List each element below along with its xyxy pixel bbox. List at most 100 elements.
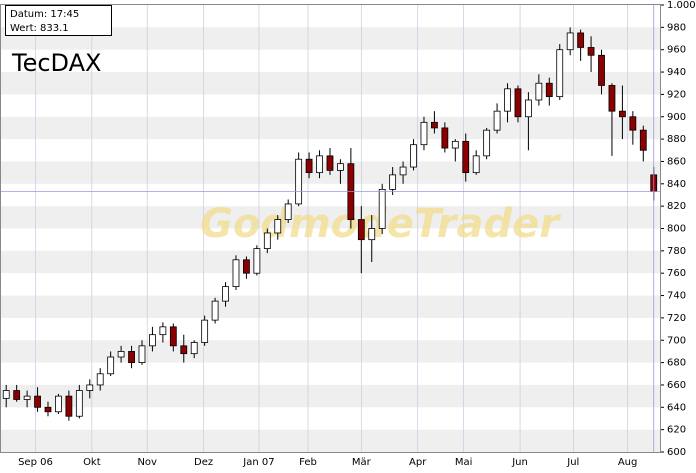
info-wert: Wert: 833.1 bbox=[10, 23, 69, 34]
x-tick-label: Feb bbox=[299, 457, 317, 468]
plot-frame bbox=[0, 4, 661, 453]
candle-body bbox=[55, 395, 62, 413]
y-tick-label: 880 bbox=[667, 134, 686, 145]
candle-body bbox=[211, 300, 219, 321]
candle-body bbox=[483, 129, 491, 157]
candle-body bbox=[525, 99, 532, 118]
y-tick-label: 900 bbox=[667, 112, 686, 123]
candle-body bbox=[472, 155, 480, 174]
y-tick-label: 1.000 bbox=[667, 0, 696, 11]
grid-band bbox=[1, 116, 660, 140]
y-tick-label: 740 bbox=[667, 291, 686, 302]
y-tick-label: 980 bbox=[667, 22, 686, 33]
candle-body bbox=[493, 110, 501, 131]
y-tick-label: 700 bbox=[667, 335, 686, 346]
y-tick-label: 640 bbox=[667, 402, 686, 413]
candle-body bbox=[138, 345, 146, 363]
candle-body bbox=[263, 232, 271, 250]
candle-body bbox=[326, 155, 334, 171]
y-tick-label: 780 bbox=[667, 246, 686, 257]
candle-body bbox=[169, 326, 177, 347]
x-tick-label: Jun bbox=[511, 457, 528, 468]
candle-body bbox=[462, 140, 470, 174]
info-datum: Datum: 17:45 bbox=[10, 9, 79, 20]
y-tick-label: 940 bbox=[667, 67, 686, 78]
x-tick-label: Jul bbox=[566, 457, 579, 468]
candle-body bbox=[159, 326, 167, 336]
grid-band bbox=[1, 161, 660, 184]
grid-band bbox=[1, 384, 660, 408]
candle-body bbox=[316, 155, 323, 174]
chart-title: TecDAX bbox=[11, 49, 101, 77]
candle-body bbox=[149, 334, 156, 347]
x-tick-label: Mär bbox=[352, 457, 372, 468]
candle-body bbox=[431, 121, 438, 129]
candle-body bbox=[232, 259, 240, 288]
candle-body bbox=[504, 88, 511, 112]
grid-band bbox=[1, 72, 660, 95]
candle-body bbox=[128, 351, 135, 363]
candle-body bbox=[180, 345, 188, 355]
x-tick-label: Dez bbox=[194, 457, 213, 468]
candle-body bbox=[65, 395, 73, 417]
y-tick-label: 760 bbox=[667, 268, 686, 279]
candle-body bbox=[420, 121, 428, 146]
x-tick-label: Mai bbox=[455, 457, 473, 468]
candle-body bbox=[608, 85, 616, 112]
candle-body bbox=[44, 406, 52, 413]
y-tick-label: 660 bbox=[667, 380, 686, 391]
candle-body bbox=[34, 395, 41, 408]
candle-body bbox=[96, 373, 104, 386]
y-tick-label: 820 bbox=[667, 201, 686, 212]
y-tick-label: 840 bbox=[667, 179, 686, 190]
grid-band bbox=[1, 250, 660, 274]
candle-body bbox=[23, 395, 31, 400]
y-tick-label: 620 bbox=[667, 425, 686, 436]
candle-body bbox=[619, 110, 626, 118]
y-tick-label: 680 bbox=[667, 358, 686, 369]
x-tick-label: Aug bbox=[618, 457, 638, 468]
candle-body bbox=[86, 384, 94, 391]
candle-body bbox=[305, 158, 313, 174]
candle-body bbox=[629, 116, 637, 131]
candle-body bbox=[410, 144, 417, 168]
grid-band bbox=[1, 429, 660, 452]
grid-band bbox=[1, 206, 660, 229]
candle-body bbox=[545, 82, 553, 98]
candle-body bbox=[253, 248, 261, 274]
candle-body bbox=[451, 140, 459, 149]
candle-body bbox=[117, 351, 125, 358]
candle-body bbox=[598, 54, 605, 86]
candle-body bbox=[587, 47, 595, 56]
candle-body bbox=[577, 32, 585, 48]
x-tick-label: Sep 06 bbox=[18, 457, 53, 468]
candle-body bbox=[222, 286, 229, 302]
candle-body bbox=[284, 203, 292, 220]
candle-body bbox=[190, 342, 198, 355]
grid-band bbox=[1, 340, 660, 363]
candle-body bbox=[274, 219, 282, 234]
candle-body bbox=[535, 82, 543, 101]
candle-body bbox=[295, 158, 303, 205]
y-tick-label: 720 bbox=[667, 313, 686, 324]
y-tick-label: 960 bbox=[667, 45, 686, 56]
x-tick-label: Okt bbox=[83, 457, 101, 468]
info-box bbox=[5, 5, 112, 36]
candle-body bbox=[201, 319, 209, 343]
candle-body bbox=[75, 390, 83, 417]
x-tick-label: Jan 07 bbox=[242, 457, 274, 468]
candle-body bbox=[368, 228, 376, 241]
candle-body bbox=[389, 174, 397, 190]
candle-body bbox=[2, 390, 10, 399]
candle-body bbox=[556, 49, 564, 98]
candle-body bbox=[337, 163, 344, 171]
y-tick-label: 860 bbox=[667, 156, 686, 167]
grid-band bbox=[1, 295, 660, 318]
y-tick-label: 800 bbox=[667, 224, 686, 235]
candle-body bbox=[378, 188, 386, 229]
x-tick-label: Apr bbox=[409, 457, 427, 468]
candle-body bbox=[243, 259, 250, 274]
candle-body bbox=[107, 356, 115, 375]
candle-body bbox=[639, 129, 647, 151]
